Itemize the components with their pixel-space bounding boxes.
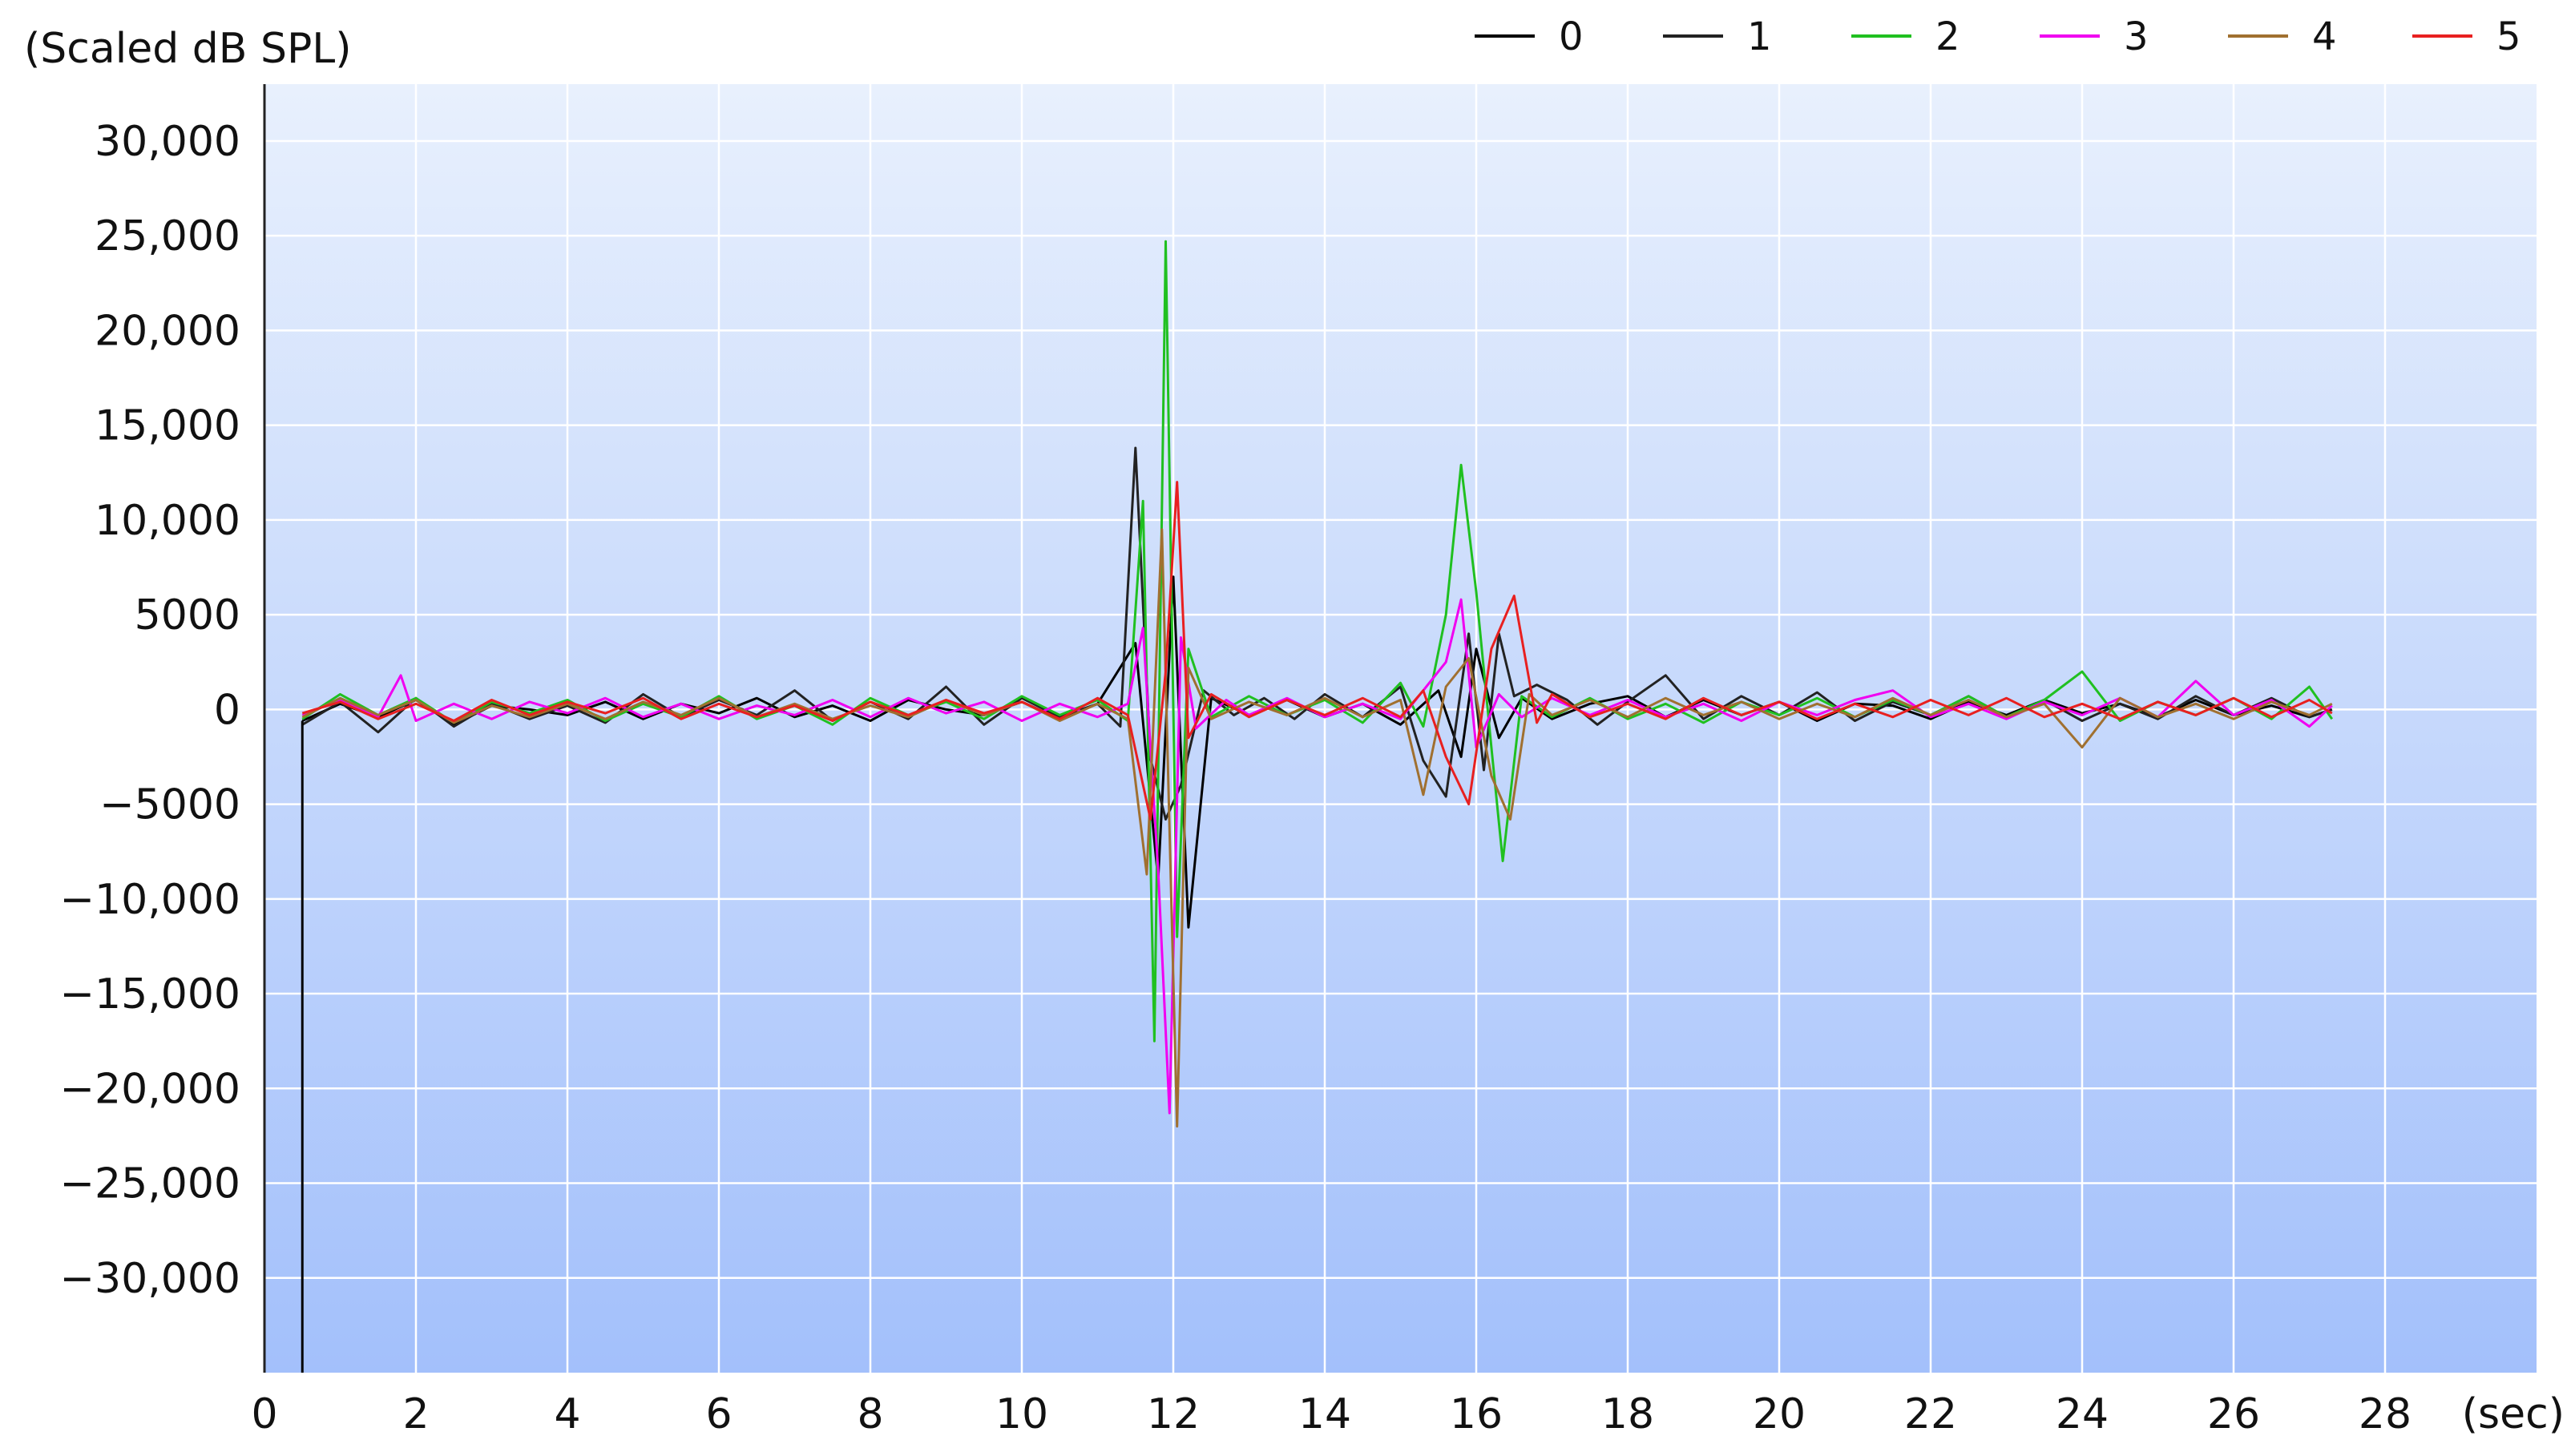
legend-label-0: 0 bbox=[1559, 14, 1584, 59]
series-lines bbox=[301, 240, 2334, 1373]
x-tick-label: 22 bbox=[1904, 1390, 1957, 1438]
x-tick-label: 20 bbox=[1753, 1390, 1806, 1438]
y-tick-label: 15,000 bbox=[95, 402, 240, 450]
y-tick-labels: 30,000 25,000 20,000 15,000 10,000 5000 0 −5000… bbox=[59, 118, 240, 1303]
y-tick-label: 0 bbox=[214, 686, 240, 734]
x-tick-label: 6 bbox=[705, 1390, 732, 1438]
x-tick-label: 2 bbox=[402, 1390, 429, 1438]
x-tick-label: 10 bbox=[995, 1390, 1048, 1438]
x-tick-label: 12 bbox=[1147, 1390, 1200, 1438]
legend-label-4: 4 bbox=[2312, 14, 2337, 59]
series-line-5 bbox=[301, 481, 2333, 821]
y-tick-label: 10,000 bbox=[95, 497, 240, 545]
legend-label-3: 3 bbox=[2124, 14, 2149, 59]
y-axis-title: (Scaled dB SPL) bbox=[24, 25, 352, 73]
x-tick-label: 14 bbox=[1298, 1390, 1351, 1438]
y-tick-label: −20,000 bbox=[59, 1065, 240, 1113]
y-tick-label: −30,000 bbox=[59, 1255, 240, 1303]
x-tick-label: 4 bbox=[554, 1390, 580, 1438]
y-tick-label: −5000 bbox=[99, 781, 240, 829]
legend: 0 1 2 3 4 5 bbox=[1475, 14, 2521, 59]
x-tick-label: 16 bbox=[1450, 1390, 1503, 1438]
series-line-4 bbox=[301, 528, 2333, 1128]
x-tick-label: 24 bbox=[2056, 1390, 2109, 1438]
series-line-3 bbox=[301, 598, 2333, 1115]
x-axis-title: (sec) bbox=[2462, 1390, 2565, 1438]
legend-label-2: 2 bbox=[1935, 14, 1960, 59]
y-tick-label: −15,000 bbox=[59, 970, 240, 1018]
y-tick-label: −25,000 bbox=[59, 1160, 240, 1208]
x-tick-labels: 0 2 4 6 8 10 12 14 16 18 20 22 24 26 28 bbox=[251, 1390, 2412, 1438]
y-tick-label: 30,000 bbox=[95, 118, 240, 166]
x-tick-label: 26 bbox=[2207, 1390, 2260, 1438]
y-tick-label: 25,000 bbox=[95, 212, 240, 260]
grid-lines bbox=[264, 84, 2537, 1373]
y-tick-label: 5000 bbox=[135, 591, 240, 639]
plot-background bbox=[264, 84, 2537, 1373]
legend-label-5: 5 bbox=[2496, 14, 2521, 59]
x-tick-label: 18 bbox=[1601, 1390, 1654, 1438]
x-tick-label: 8 bbox=[857, 1390, 883, 1438]
legend-label-1: 1 bbox=[1747, 14, 1772, 59]
y-tick-label: −10,000 bbox=[59, 876, 240, 924]
x-tick-label: 28 bbox=[2359, 1390, 2412, 1438]
x-tick-label: 0 bbox=[251, 1390, 277, 1438]
y-tick-label: 20,000 bbox=[95, 307, 240, 355]
